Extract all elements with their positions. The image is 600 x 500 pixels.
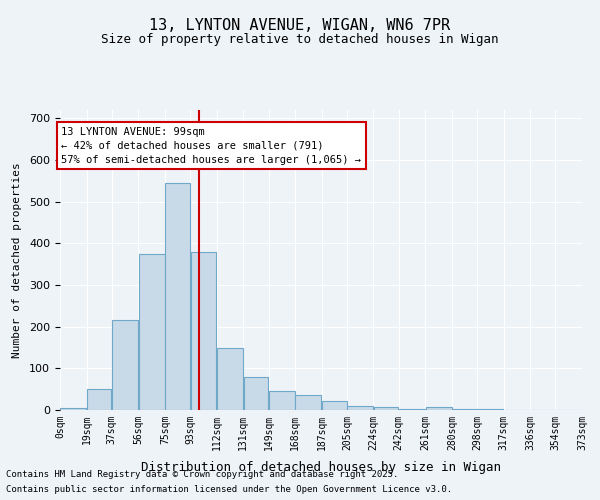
Text: Contains HM Land Registry data © Crown copyright and database right 2025.: Contains HM Land Registry data © Crown c… — [6, 470, 398, 479]
Bar — [295, 396, 322, 410]
Bar — [166, 183, 190, 410]
Bar — [269, 391, 295, 410]
Bar — [374, 406, 398, 410]
Bar — [217, 348, 243, 410]
Text: Size of property relative to detached houses in Wigan: Size of property relative to detached ho… — [101, 32, 499, 46]
Bar — [87, 389, 112, 410]
Bar — [347, 406, 373, 410]
X-axis label: Distribution of detached houses by size in Wigan: Distribution of detached houses by size … — [141, 461, 501, 474]
Bar — [112, 320, 138, 410]
Bar — [61, 408, 86, 410]
Bar — [244, 376, 268, 410]
Bar — [425, 406, 452, 410]
Bar — [399, 409, 425, 410]
Bar — [139, 254, 164, 410]
Bar — [452, 409, 476, 410]
Text: Contains public sector information licensed under the Open Government Licence v3: Contains public sector information licen… — [6, 485, 452, 494]
Text: 13 LYNTON AVENUE: 99sqm
← 42% of detached houses are smaller (791)
57% of semi-d: 13 LYNTON AVENUE: 99sqm ← 42% of detache… — [61, 126, 361, 164]
Y-axis label: Number of detached properties: Number of detached properties — [12, 162, 22, 358]
Bar — [191, 252, 217, 410]
Bar — [478, 409, 503, 410]
Text: 13, LYNTON AVENUE, WIGAN, WN6 7PR: 13, LYNTON AVENUE, WIGAN, WN6 7PR — [149, 18, 451, 32]
Bar — [322, 401, 347, 410]
